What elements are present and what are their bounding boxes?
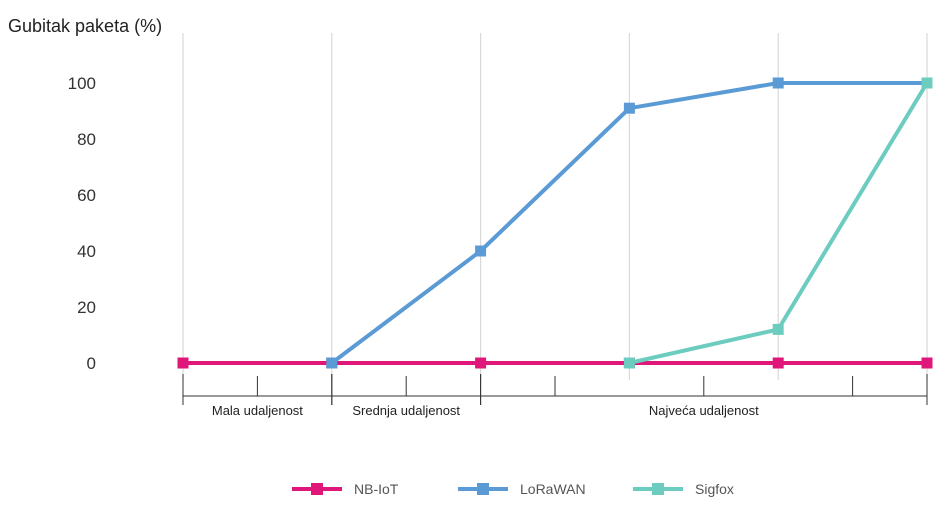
- legend: NB-IoT LoRaWAN Sigfox: [292, 481, 734, 497]
- data-point: [921, 77, 933, 89]
- legend-swatch-marker: [652, 483, 664, 495]
- y-tick-label: 40: [77, 242, 96, 261]
- y-tick-label: 60: [77, 186, 96, 205]
- data-point: [326, 357, 338, 369]
- category-label: Najveća udaljenost: [649, 403, 759, 418]
- y-tick-label: 0: [87, 354, 96, 373]
- chart-title: Gubitak paketa (%): [8, 16, 162, 36]
- series-nb-iot: [177, 357, 933, 369]
- data-point: [772, 77, 784, 89]
- series-lines: [177, 77, 933, 369]
- data-point: [772, 323, 784, 335]
- category-label: Mala udaljenost: [212, 403, 303, 418]
- legend-label: Sigfox: [695, 481, 734, 497]
- data-point: [921, 357, 933, 369]
- series-sigfox: [623, 77, 933, 369]
- grid: [182, 33, 928, 380]
- x-axis: Mala udaljenost Srednja udaljenost Najveća…: [182, 374, 928, 418]
- data-point: [177, 357, 189, 369]
- legend-item: Sigfox: [633, 481, 734, 497]
- data-point: [623, 102, 635, 114]
- legend-label: NB-IoT: [354, 481, 399, 497]
- data-point: [475, 245, 487, 257]
- y-tick-label: 100: [68, 74, 96, 93]
- legend-label: LoRaWAN: [520, 481, 586, 497]
- data-point: [475, 357, 487, 369]
- y-axis: 0 20 40 60 80 100: [68, 74, 96, 373]
- legend-swatch-marker: [477, 483, 489, 495]
- y-tick-label: 20: [77, 298, 96, 317]
- y-tick-label: 80: [77, 130, 96, 149]
- category-label: Srednja udaljenost: [352, 403, 460, 418]
- data-point: [772, 357, 784, 369]
- legend-item: LoRaWAN: [458, 481, 586, 497]
- legend-swatch-marker: [311, 483, 323, 495]
- data-point: [623, 357, 635, 369]
- legend-item: NB-IoT: [292, 481, 399, 497]
